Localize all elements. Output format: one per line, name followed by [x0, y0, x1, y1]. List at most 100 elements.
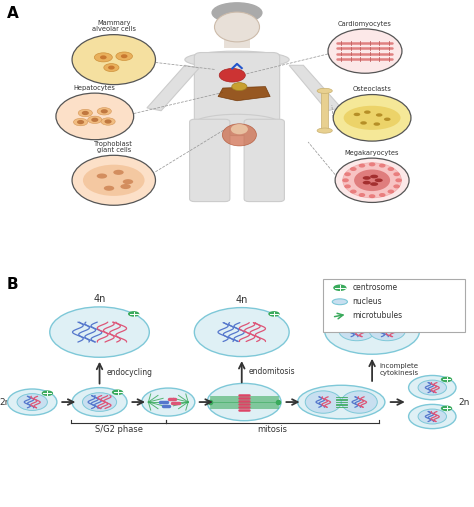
Circle shape — [359, 164, 365, 168]
Ellipse shape — [341, 391, 377, 413]
FancyBboxPatch shape — [244, 119, 284, 202]
Ellipse shape — [120, 184, 131, 189]
Circle shape — [72, 155, 155, 205]
Ellipse shape — [370, 175, 378, 178]
Ellipse shape — [384, 118, 391, 121]
Text: Hepatocytes: Hepatocytes — [74, 85, 116, 91]
FancyBboxPatch shape — [194, 53, 280, 124]
Ellipse shape — [88, 116, 102, 124]
Circle shape — [128, 311, 139, 317]
Text: Osteoclasts: Osteoclasts — [353, 86, 392, 92]
Text: B: B — [7, 277, 19, 292]
Circle shape — [344, 185, 351, 189]
Circle shape — [100, 109, 108, 114]
Ellipse shape — [363, 176, 371, 180]
Ellipse shape — [374, 178, 383, 182]
Bar — [321, 91, 328, 131]
Circle shape — [42, 390, 53, 396]
Ellipse shape — [97, 107, 111, 115]
Ellipse shape — [8, 389, 57, 415]
Ellipse shape — [123, 179, 133, 184]
Text: Megakaryocytes: Megakaryocytes — [345, 150, 399, 156]
Circle shape — [369, 162, 375, 166]
Text: 4n: 4n — [93, 294, 106, 304]
Ellipse shape — [104, 186, 114, 191]
Ellipse shape — [101, 118, 115, 125]
Ellipse shape — [317, 128, 332, 133]
FancyBboxPatch shape — [323, 279, 465, 332]
Ellipse shape — [370, 182, 378, 186]
Text: giant cells: giant cells — [97, 147, 131, 153]
Ellipse shape — [17, 393, 47, 411]
Circle shape — [369, 194, 375, 198]
Ellipse shape — [185, 51, 289, 68]
Ellipse shape — [374, 122, 380, 126]
Ellipse shape — [418, 380, 447, 395]
Ellipse shape — [360, 121, 367, 125]
Circle shape — [77, 120, 84, 124]
Ellipse shape — [116, 52, 132, 60]
Text: A: A — [7, 6, 19, 21]
Circle shape — [441, 406, 452, 411]
Ellipse shape — [298, 385, 385, 419]
Ellipse shape — [305, 391, 341, 413]
Polygon shape — [218, 87, 270, 101]
Text: nucleus: nucleus — [352, 297, 382, 306]
Circle shape — [56, 93, 134, 140]
Ellipse shape — [344, 106, 401, 130]
Circle shape — [354, 169, 390, 191]
Text: S/G2 phase: S/G2 phase — [94, 425, 143, 434]
Text: 2n: 2n — [459, 397, 470, 407]
Text: incomplete
cytokinesis: incomplete cytokinesis — [379, 364, 419, 376]
Ellipse shape — [363, 181, 371, 185]
Ellipse shape — [212, 3, 262, 23]
Ellipse shape — [219, 68, 246, 82]
Ellipse shape — [376, 113, 383, 117]
Ellipse shape — [409, 376, 456, 400]
Circle shape — [343, 163, 401, 198]
FancyBboxPatch shape — [190, 119, 230, 202]
Text: Cardiomyocytes: Cardiomyocytes — [338, 21, 392, 27]
Ellipse shape — [232, 83, 247, 91]
Circle shape — [393, 172, 400, 176]
Circle shape — [108, 65, 115, 69]
Circle shape — [105, 119, 112, 124]
Ellipse shape — [82, 393, 117, 411]
Circle shape — [268, 311, 280, 317]
Text: endomitosis: endomitosis — [249, 367, 295, 376]
Ellipse shape — [78, 110, 92, 117]
Circle shape — [388, 167, 394, 171]
Ellipse shape — [194, 308, 289, 356]
Text: alveolar cells: alveolar cells — [92, 26, 136, 32]
Ellipse shape — [409, 405, 456, 428]
Circle shape — [359, 193, 365, 197]
Circle shape — [112, 389, 123, 395]
Polygon shape — [289, 65, 341, 111]
Ellipse shape — [418, 409, 447, 424]
Circle shape — [379, 164, 385, 168]
Text: centrosome: centrosome — [352, 283, 397, 292]
Circle shape — [388, 190, 394, 194]
Ellipse shape — [222, 124, 256, 146]
Polygon shape — [147, 65, 199, 111]
Ellipse shape — [104, 63, 119, 71]
Circle shape — [100, 55, 107, 59]
Text: 4n: 4n — [366, 294, 378, 304]
Ellipse shape — [83, 165, 145, 196]
Circle shape — [337, 311, 348, 317]
Ellipse shape — [369, 321, 405, 341]
Circle shape — [328, 29, 402, 73]
Ellipse shape — [354, 113, 360, 116]
Circle shape — [82, 111, 89, 115]
Text: endocycling: endocycling — [107, 368, 153, 377]
Circle shape — [350, 190, 356, 194]
Circle shape — [379, 193, 385, 197]
Bar — [224, 34, 250, 48]
Ellipse shape — [50, 307, 149, 357]
Circle shape — [231, 124, 248, 134]
Circle shape — [396, 311, 407, 317]
Ellipse shape — [325, 308, 419, 354]
Ellipse shape — [317, 88, 332, 93]
Ellipse shape — [364, 111, 371, 114]
Ellipse shape — [192, 114, 282, 135]
